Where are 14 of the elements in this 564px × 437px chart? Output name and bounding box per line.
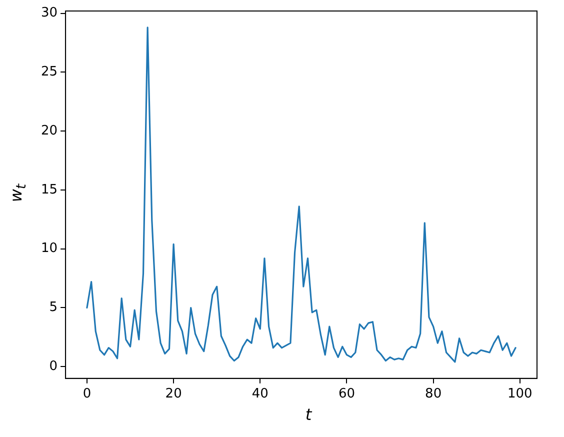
x-tick-label: 80 (425, 386, 442, 402)
x-tick-label: 100 (507, 386, 532, 402)
y-tick-label: 5 (49, 300, 58, 316)
y-tick-label: 15 (40, 182, 58, 198)
y-tick-label: 20 (40, 123, 58, 138)
y-tick-label: 25 (40, 64, 58, 80)
x-tick-label: 20 (165, 386, 182, 402)
y-tick-label: 10 (40, 241, 58, 256)
x-tick-label: 60 (338, 386, 355, 402)
y-tick-label: 30 (40, 6, 58, 21)
y-tick-label: 0 (49, 359, 58, 374)
x-tick-label: 0 (82, 386, 92, 402)
x-tick-label: 40 (252, 386, 268, 402)
x-axis-title: t (304, 405, 313, 424)
